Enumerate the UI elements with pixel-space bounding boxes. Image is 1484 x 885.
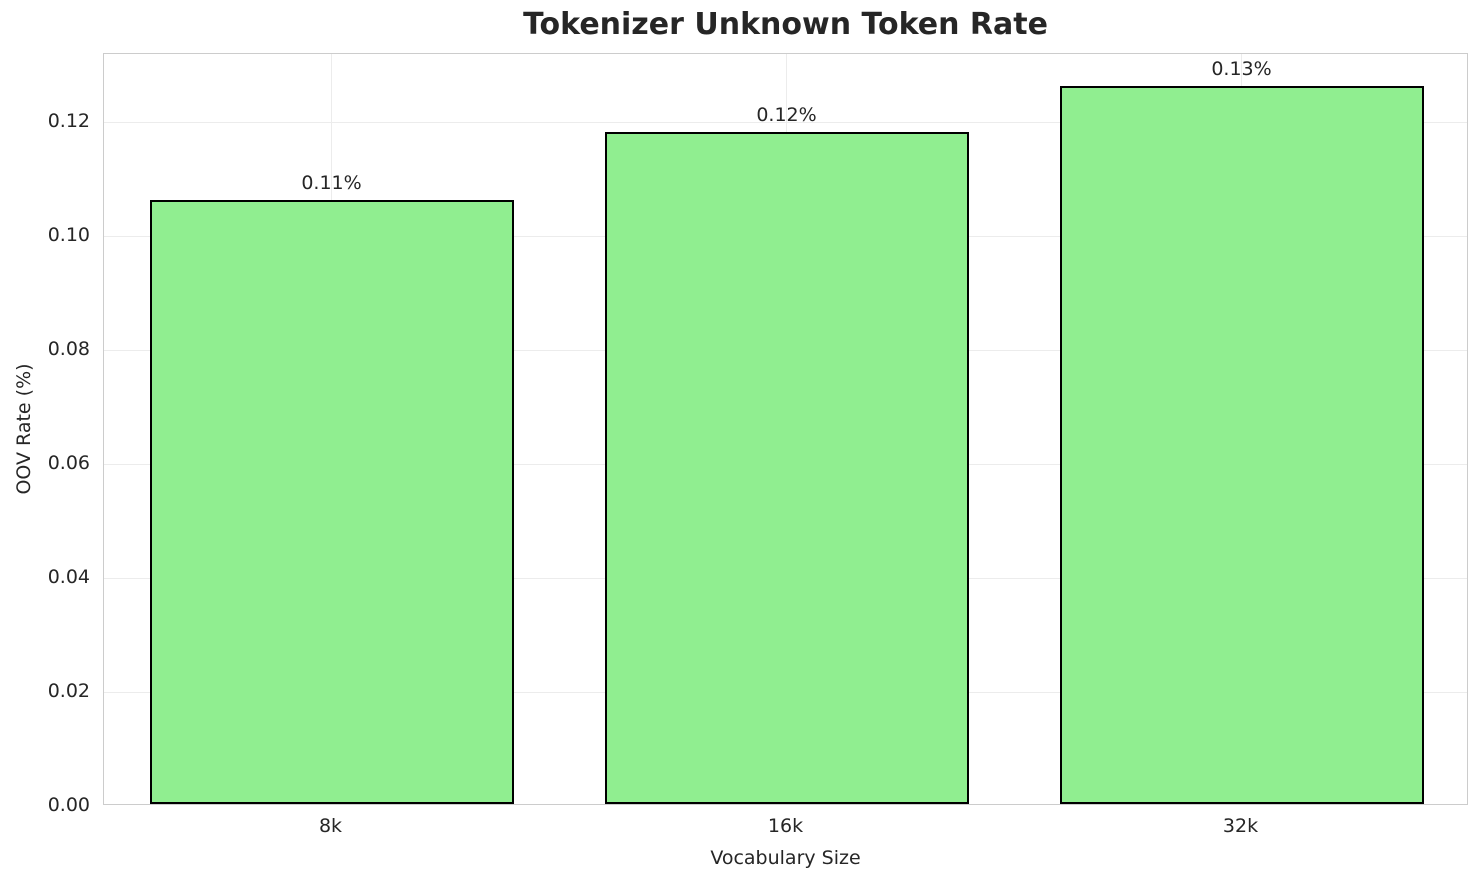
bar — [1059, 86, 1424, 804]
x-axis-label: Vocabulary Size — [710, 847, 861, 869]
y-axis-label: OOV Rate (%) — [13, 363, 35, 495]
plot-area: 0.11% 0.12% 0.13% — [103, 53, 1468, 805]
bar-value-label: 0.11% — [301, 172, 362, 195]
h-gridline — [104, 121, 1467, 123]
y-tick-label: 0.02 — [47, 680, 90, 703]
bar — [149, 200, 514, 804]
x-tick-label: 32k — [1222, 815, 1259, 837]
y-tick-label: 0.00 — [47, 794, 90, 816]
x-tick-label: 8k — [318, 815, 343, 837]
bar-value-label: 0.12% — [756, 103, 817, 126]
y-tick-label: 0.06 — [47, 452, 90, 475]
y-tick-label: 0.08 — [47, 338, 90, 361]
y-tick-label: 0.12 — [47, 110, 90, 133]
y-tick-label: 0.10 — [47, 224, 90, 247]
bar-value-label: 0.13% — [1211, 58, 1272, 81]
chart-title: Tokenizer Unknown Token Rate — [523, 7, 1048, 42]
y-tick-label: 0.04 — [47, 566, 90, 589]
x-tick-label: 16k — [767, 815, 804, 837]
bar — [604, 131, 969, 804]
